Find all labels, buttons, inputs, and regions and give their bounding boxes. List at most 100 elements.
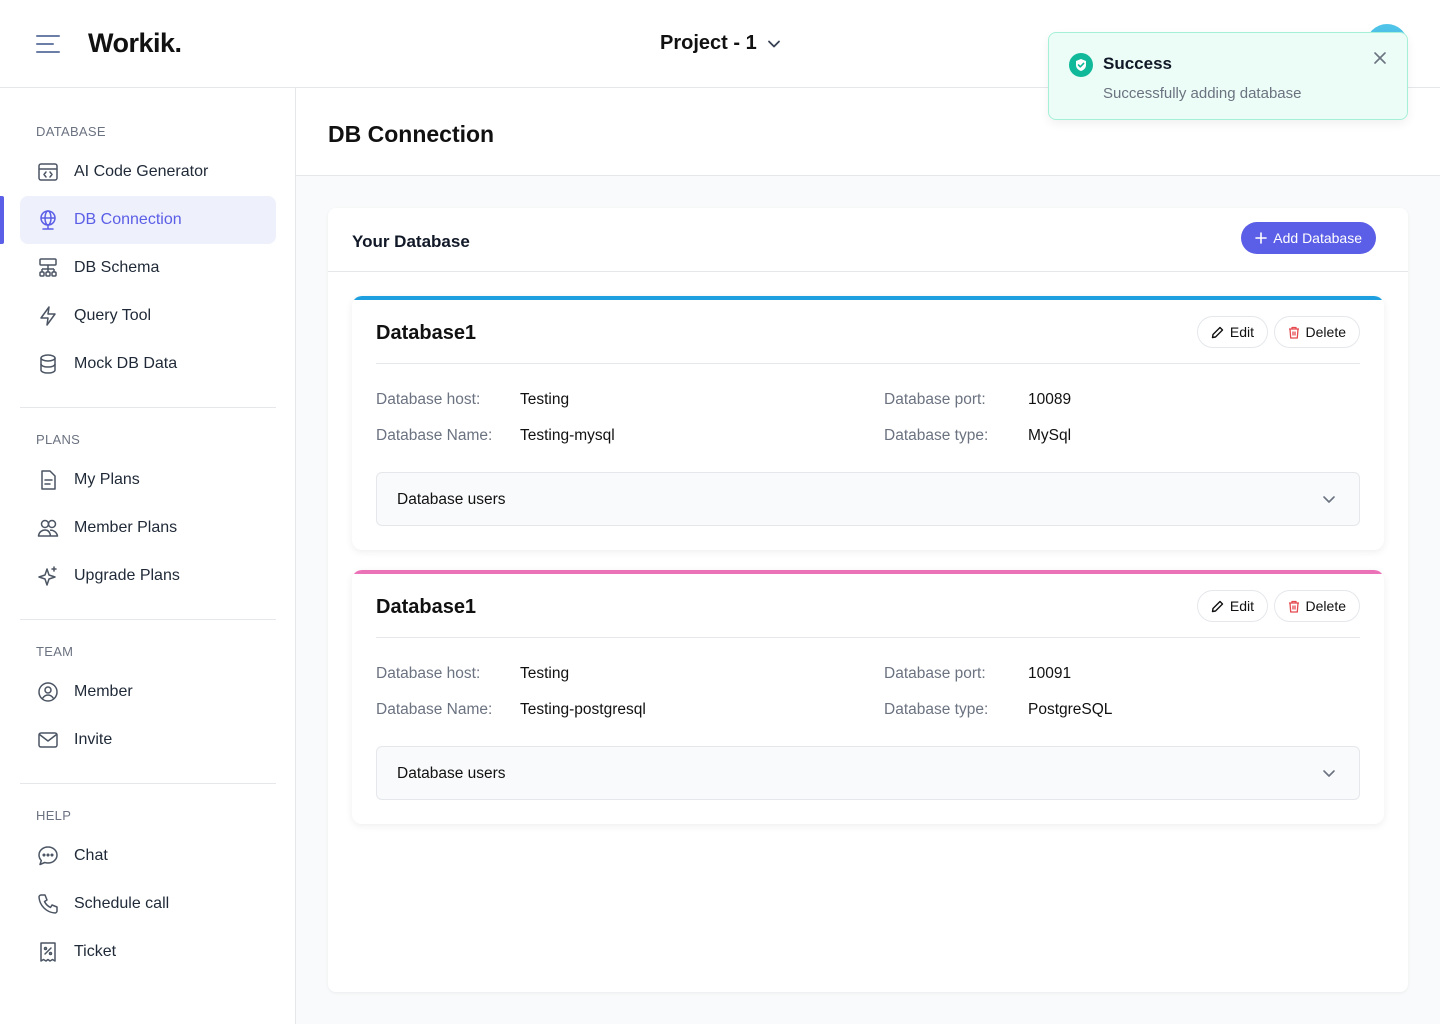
project-selector[interactable]: Project - 1: [660, 32, 781, 55]
users-icon: [36, 516, 60, 540]
port-value: 10089: [1028, 391, 1072, 408]
add-database-button[interactable]: Add Database: [1241, 222, 1376, 254]
name-value: Testing-postgresql: [520, 701, 646, 718]
delete-label: Delete: [1305, 324, 1346, 340]
edit-button[interactable]: Edit: [1196, 590, 1268, 622]
edit-button[interactable]: Edit: [1196, 316, 1268, 348]
mail-icon: [36, 728, 60, 752]
phone-icon: [36, 892, 60, 916]
database-users-accordion[interactable]: Database users: [376, 746, 1360, 800]
sidebar-item-label: Invite: [74, 731, 113, 748]
type-value: MySql: [1028, 427, 1072, 444]
sidebar-item-label: Member: [74, 683, 133, 700]
panel-header: Your Database Add Database: [328, 208, 1408, 272]
section-label-plans: PLANS: [36, 432, 81, 447]
host-value: Testing: [520, 665, 570, 682]
sidebar-item-label: Mock DB Data: [74, 355, 178, 372]
sidebar-item-my-plans[interactable]: My Plans: [20, 456, 276, 504]
sidebar-item-ai-code-generator[interactable]: AI Code Generator: [20, 148, 276, 196]
success-toast: Success Successfully adding database: [1048, 32, 1408, 120]
sidebar-item-label: AI Code Generator: [74, 163, 209, 180]
sidebar-item-chat[interactable]: Chat: [20, 832, 276, 880]
your-database-panel: Your Database Add Database Database1 Edi…: [328, 208, 1408, 992]
sidebar-item-label: Member Plans: [74, 519, 178, 536]
port-label: Database port:: [884, 391, 986, 408]
port-value: 10091: [1028, 665, 1072, 682]
delete-button[interactable]: Delete: [1273, 590, 1360, 622]
panel-title: Your Database: [352, 232, 470, 251]
sidebar-item-label: DB Connection: [74, 211, 182, 228]
edit-label: Edit: [1229, 324, 1254, 340]
pencil-icon: [1211, 600, 1224, 613]
project-name: Project - 1: [660, 32, 757, 54]
database-name: Database1: [376, 322, 477, 344]
sidebar-item-label: Ticket: [74, 943, 117, 960]
trash-icon: [1288, 600, 1300, 613]
chevron-down-icon: [1321, 765, 1337, 781]
user-circle-icon: [36, 680, 60, 704]
edit-label: Edit: [1229, 598, 1254, 614]
sidebar-divider: [20, 619, 276, 620]
chevron-down-icon: [1321, 491, 1337, 507]
sidebar-item-mock-db-data[interactable]: Mock DB Data: [20, 340, 276, 388]
card-divider: [376, 637, 1360, 638]
section-label-help: HELP: [36, 808, 72, 823]
sidebar-item-label: Upgrade Plans: [74, 567, 180, 584]
card-divider: [376, 363, 1360, 364]
sidebar-item-ticket[interactable]: Ticket: [20, 928, 276, 976]
section-label-database: DATABASE: [36, 124, 106, 139]
close-icon[interactable]: [1373, 51, 1387, 65]
ticket-icon: [36, 940, 60, 964]
database-users-accordion[interactable]: Database users: [376, 472, 1360, 526]
toast-message: Successfully adding database: [1103, 85, 1302, 102]
port-label: Database port:: [884, 665, 986, 682]
main-content: DB Connection Your Database Add Database…: [296, 88, 1440, 1024]
toast-title: Success: [1103, 54, 1172, 73]
page-title: DB Connection: [328, 121, 495, 147]
lightning-icon: [36, 304, 60, 328]
sparkle-icon: [36, 564, 60, 588]
card-accent-bar: [352, 570, 1384, 574]
sidebar-item-label: Chat: [74, 847, 108, 864]
sidebar-divider: [20, 783, 276, 784]
name-label: Database Name:: [376, 427, 493, 444]
sidebar-item-member-plans[interactable]: Member Plans: [20, 504, 276, 552]
chat-icon: [36, 844, 60, 868]
delete-label: Delete: [1305, 598, 1346, 614]
sidebar-item-member[interactable]: Member: [20, 668, 276, 716]
workik-logo[interactable]: Workik.: [88, 28, 182, 58]
sidebar-item-db-schema[interactable]: DB Schema: [20, 244, 276, 292]
plus-icon: [1255, 232, 1268, 244]
document-icon: [36, 468, 60, 492]
add-database-label: Add Database: [1273, 230, 1362, 246]
database-icon: [36, 352, 60, 376]
sidebar-item-db-connection[interactable]: DB Connection: [0, 196, 276, 244]
trash-icon: [1288, 326, 1300, 339]
host-label: Database host:: [376, 665, 481, 682]
type-value: PostgreSQL: [1028, 701, 1113, 718]
schema-icon: [36, 256, 60, 280]
delete-button[interactable]: Delete: [1273, 316, 1360, 348]
sidebar: DATABASE AI Code Generator DB Connection…: [0, 88, 296, 1024]
globe-icon: [36, 208, 60, 232]
database-users-label: Database users: [397, 765, 506, 782]
sidebar-item-upgrade-plans[interactable]: Upgrade Plans: [20, 552, 276, 600]
chevron-down-icon: [767, 37, 781, 51]
database-card: Database1 Edit Delete Database host: Tes…: [352, 296, 1384, 550]
sidebar-item-label: Schedule call: [74, 895, 170, 912]
card-accent-bar: [352, 296, 1384, 300]
name-value: Testing-mysql: [520, 427, 615, 444]
shield-check-icon: [1069, 53, 1093, 77]
sidebar-item-query-tool[interactable]: Query Tool: [20, 292, 276, 340]
type-label: Database type:: [884, 701, 989, 718]
hamburger-menu-icon[interactable]: [36, 32, 62, 56]
sidebar-item-label: DB Schema: [74, 259, 160, 276]
database-users-label: Database users: [397, 491, 506, 508]
type-label: Database type:: [884, 427, 989, 444]
sidebar-item-schedule-call[interactable]: Schedule call: [20, 880, 276, 928]
sidebar-item-label: My Plans: [74, 471, 140, 488]
sidebar-item-invite[interactable]: Invite: [20, 716, 276, 764]
sidebar-item-label: Query Tool: [74, 307, 152, 324]
section-label-team: TEAM: [36, 644, 74, 659]
name-label: Database Name:: [376, 701, 493, 718]
